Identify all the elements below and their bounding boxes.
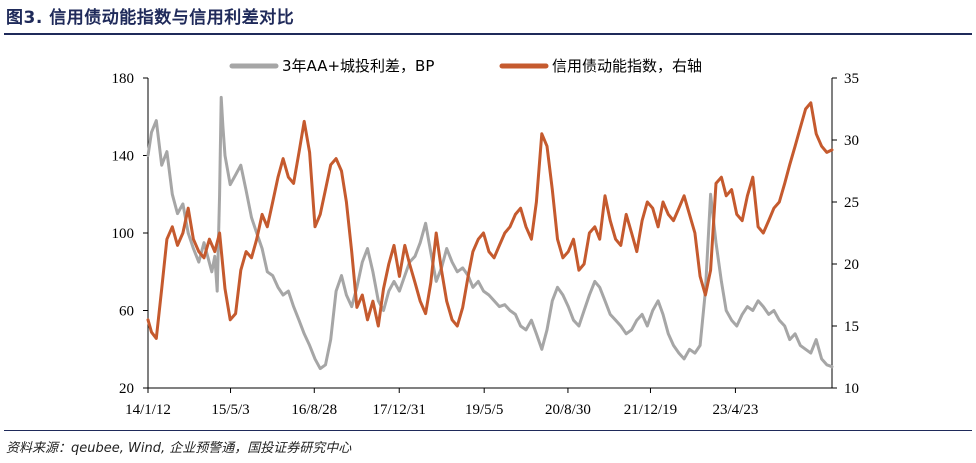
x-axis-tick-label: 15/5/3 <box>211 402 249 418</box>
x-axis-tick-label: 16/8/28 <box>291 402 337 418</box>
left-axis-tick-label: 60 <box>119 304 134 320</box>
left-axis-tick-label: 140 <box>112 149 135 165</box>
left-axis-tick-label: 180 <box>112 71 135 87</box>
left-axis-tick-label: 100 <box>112 226 135 242</box>
right-axis-tick-label: 10 <box>844 381 859 397</box>
x-axis-tick-label: 19/5/5 <box>465 402 503 418</box>
x-axis-tick-label: 21/12/19 <box>624 402 677 418</box>
title-divider <box>4 33 972 35</box>
line-chart: 20 60 100 140 180 10 15 20 25 30 35 14/1/12 15/5/3 16… <box>112 57 860 418</box>
right-axis-tick-label: 25 <box>844 195 859 211</box>
credit-spread-line <box>146 95 834 371</box>
credit-bond-momentum-line <box>146 101 834 340</box>
x-axis-tick-label: 14/1/12 <box>125 402 171 418</box>
x-axis-tick-label: 23/4/23 <box>713 402 759 418</box>
right-axis-tick-label: 35 <box>844 71 859 87</box>
x-axis-tick-label: 17/12/31 <box>373 402 426 418</box>
left-axis-tick-label: 20 <box>119 381 134 397</box>
source-divider <box>4 430 972 431</box>
legend-momentum-label: 信用债动能指数，右轴 <box>552 57 702 75</box>
right-axis-tick-label: 30 <box>844 133 859 149</box>
legend-spread-label: 3年AA+城投利差，BP <box>282 57 434 75</box>
source-note: 资料来源：qeubee, Wind, 企业预警通，国投证券研究中心 <box>6 441 352 456</box>
right-axis-tick-label: 15 <box>844 319 859 335</box>
right-axis-tick-label: 20 <box>844 257 859 273</box>
x-axis-tick-label: 20/8/30 <box>545 402 591 418</box>
figure-title: 图3. 信用债动能指数与信用利差对比 <box>6 8 295 28</box>
